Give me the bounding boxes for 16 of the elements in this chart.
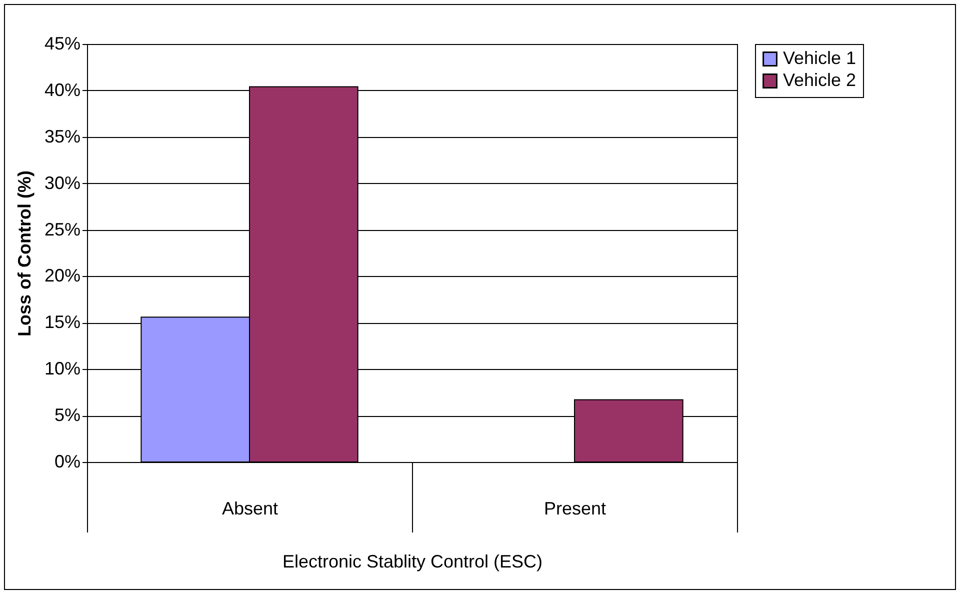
x-tick-label: Absent: [222, 498, 278, 518]
legend-label: Vehicle 1: [783, 48, 856, 68]
y-tick-label: 20%: [44, 266, 80, 286]
y-tick-label: 0%: [54, 452, 80, 472]
y-tick-label: 40%: [44, 80, 80, 100]
x-axis-title: Electronic Stablity Control (ESC): [282, 552, 543, 572]
y-axis-title: Loss of Control (%): [14, 170, 34, 336]
y-tick-label: 10%: [44, 358, 80, 379]
y-tick-label: 15%: [44, 312, 80, 332]
x-tick-label: Present: [544, 498, 606, 518]
legend-label: Vehicle 2: [783, 70, 856, 90]
y-tick-label: 35%: [44, 126, 80, 146]
y-tick-label: 30%: [44, 172, 80, 193]
y-tick-label: 25%: [44, 219, 80, 240]
y-tick-label: 45%: [44, 34, 80, 54]
y-tick-label: 5%: [54, 405, 80, 426]
